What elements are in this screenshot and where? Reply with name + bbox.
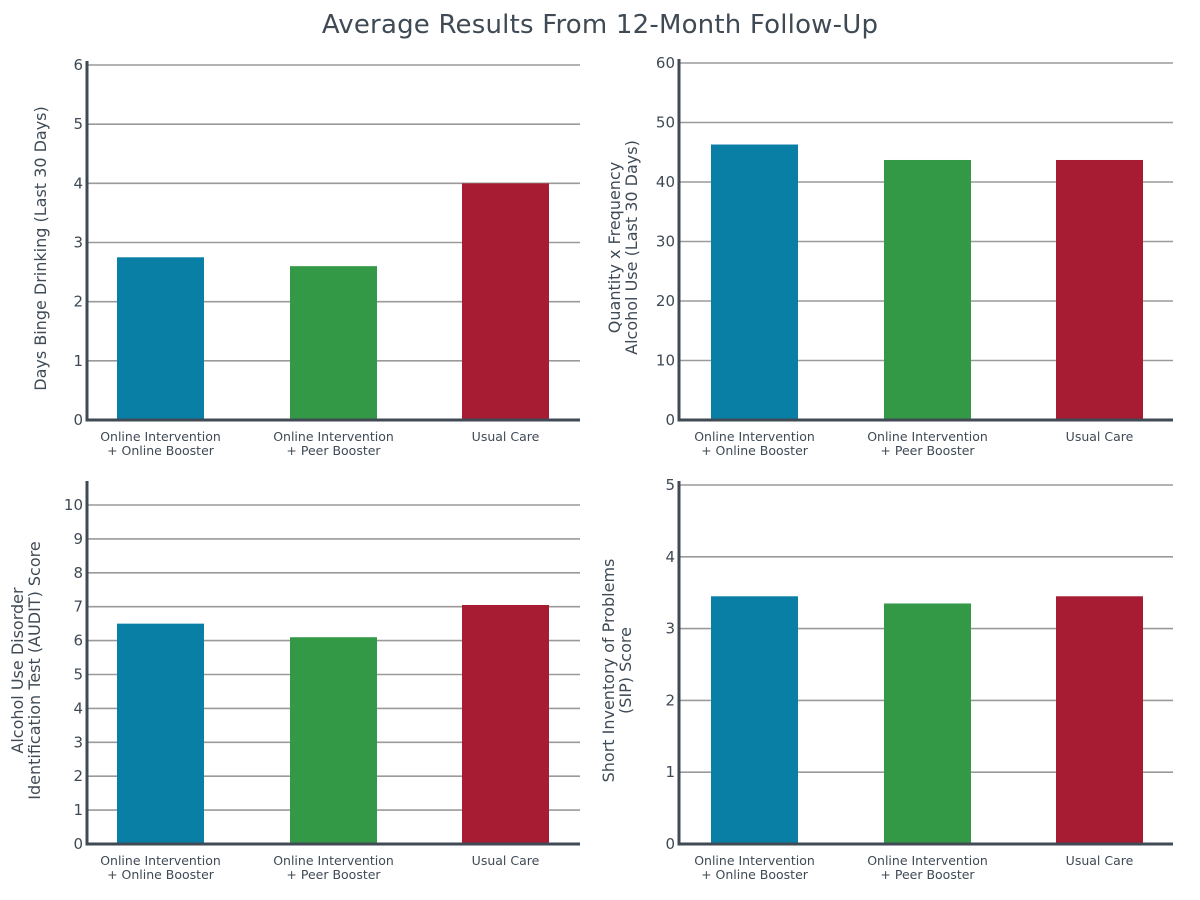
bar-1 — [117, 257, 204, 420]
bar-3 — [462, 605, 549, 844]
y-tick-label: 60 — [656, 54, 675, 72]
y-tick-label: 5 — [665, 476, 675, 494]
x-category-label: Online Intervention + Peer Booster — [273, 853, 394, 882]
bar-3 — [462, 183, 549, 420]
y-tick-label: 3 — [665, 620, 675, 638]
y-axis-label: Quantity x FrequencyAlcohol Use (Last 30… — [605, 140, 641, 355]
y-tick-label: 20 — [656, 292, 675, 310]
y-tick-label: 4 — [665, 548, 675, 566]
bar-2 — [290, 637, 377, 844]
chart-panel-1: 0 1 2 3 4 5 6 Online Intervention + Online Boost… — [31, 56, 580, 458]
y-tick-label: 7 — [73, 598, 83, 616]
y-tick-label: 0 — [73, 835, 83, 853]
x-category-label: Usual Care — [1066, 853, 1134, 868]
bar-1 — [117, 623, 204, 844]
x-category-label: Usual Care — [1066, 429, 1134, 444]
y-tick-label: 6 — [73, 56, 83, 74]
bar-1 — [711, 144, 798, 420]
y-tick-label: 6 — [73, 632, 83, 650]
chart-panel-3: 0 1 2 3 4 5 6 7 8 9 10 Online Intervention + Online … — [8, 481, 580, 882]
x-category-label: Usual Care — [472, 429, 540, 444]
y-tick-label: 0 — [665, 411, 675, 429]
bar-1 — [711, 596, 798, 844]
y-tick-label: 9 — [73, 530, 83, 548]
y-axis-label: Days Binge Drinking (Last 30 Days) — [31, 106, 50, 391]
chart-panel-2: 0 10 20 30 40 50 60 Online Intervention + Online… — [605, 54, 1173, 458]
bar-2 — [884, 603, 971, 844]
chart-title: Average Results From 12-Month Follow-Up — [321, 10, 879, 40]
chart-panel-4: 0 1 2 3 4 5 Online Intervention + Online Booste… — [599, 476, 1173, 882]
bar-3 — [1056, 596, 1143, 844]
bar-2 — [884, 159, 971, 421]
y-tick-label: 1 — [665, 763, 675, 781]
x-category-label: Online Intervention + Online Booster — [100, 429, 221, 458]
y-tick-label: 2 — [73, 767, 83, 785]
x-category-label: Online Intervention + Online Booster — [694, 429, 815, 458]
y-tick-label: 2 — [665, 691, 675, 709]
y-tick-label: 1 — [73, 801, 83, 819]
y-tick-label: 4 — [73, 699, 83, 717]
y-tick-label: 0 — [665, 835, 675, 853]
x-category-label: Online Intervention + Peer Booster — [867, 853, 988, 882]
bar-3 — [1056, 159, 1143, 421]
y-tick-label: 0 — [73, 411, 83, 429]
y-tick-label: 8 — [73, 564, 83, 582]
x-category-label: Online Intervention + Peer Booster — [867, 429, 988, 458]
y-tick-label: 10 — [656, 352, 675, 370]
y-tick-label: 30 — [656, 233, 675, 251]
y-tick-label: 1 — [73, 352, 83, 370]
y-tick-label: 50 — [656, 114, 675, 132]
y-axis-label: Short Inventory of Problems(SIP) Score — [599, 559, 635, 783]
y-axis-label: Alcohol Use DisorderIdentification Test … — [8, 541, 44, 799]
y-tick-label: 3 — [73, 733, 83, 751]
y-tick-label: 3 — [73, 234, 83, 252]
x-category-label: Online Intervention + Online Booster — [100, 853, 221, 882]
x-category-label: Usual Care — [472, 853, 540, 868]
y-tick-label: 5 — [73, 666, 83, 684]
bar-2 — [290, 266, 377, 420]
y-tick-label: 10 — [64, 496, 83, 514]
y-tick-label: 5 — [73, 115, 83, 133]
x-category-label: Online Intervention + Peer Booster — [273, 429, 394, 458]
y-tick-label: 40 — [656, 173, 675, 191]
x-category-label: Online Intervention + Online Booster — [694, 853, 815, 882]
y-tick-label: 4 — [73, 174, 83, 192]
y-tick-label: 2 — [73, 293, 83, 311]
